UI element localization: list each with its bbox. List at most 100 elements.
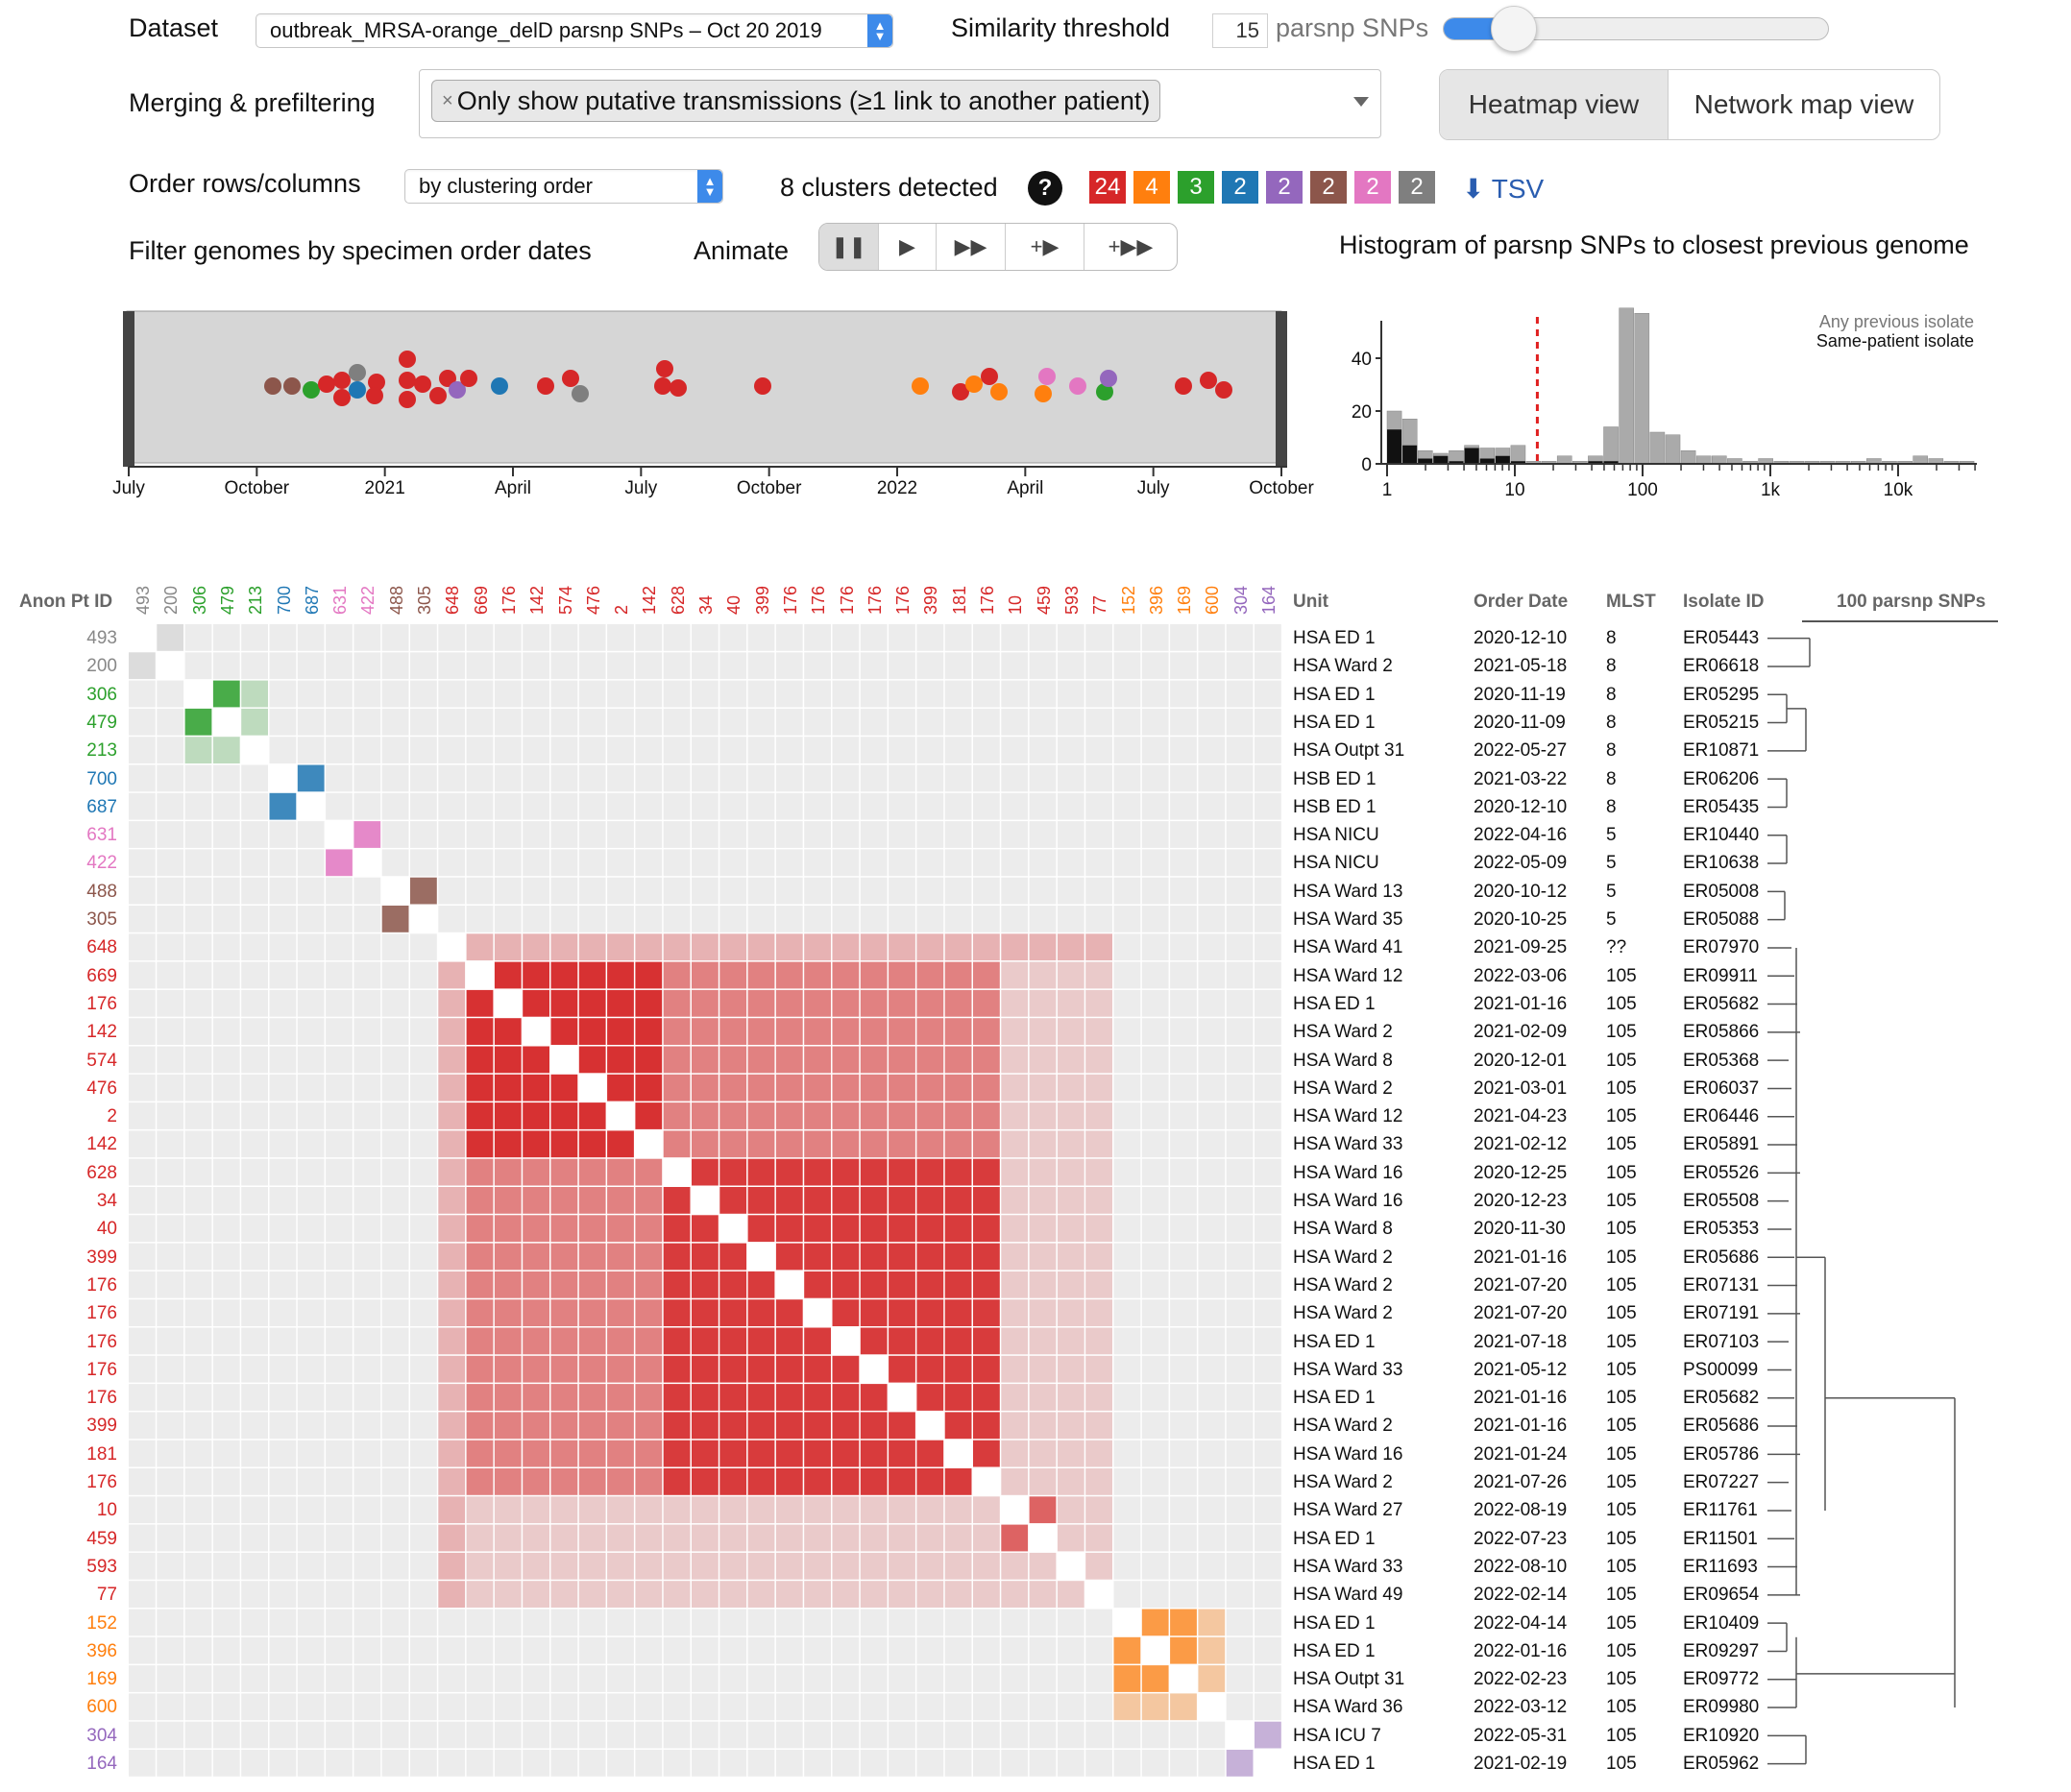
heatmap-cell[interactable]	[804, 1046, 831, 1074]
heatmap-cell[interactable]	[269, 1693, 297, 1721]
heatmap-cell[interactable]	[775, 821, 803, 848]
heatmap-cell[interactable]	[635, 1721, 663, 1749]
heatmap-cell[interactable]	[973, 1440, 1000, 1467]
heatmap-cell[interactable]	[578, 1412, 606, 1440]
heatmap-cell[interactable]	[269, 989, 297, 1017]
heatmap-cell[interactable]	[1255, 1750, 1281, 1777]
heatmap-cell[interactable]	[410, 849, 437, 877]
heatmap-cell[interactable]	[1198, 1046, 1226, 1074]
heatmap-cell[interactable]	[944, 624, 972, 651]
heatmap-cell[interactable]	[1198, 1187, 1226, 1214]
isolate-id-cell[interactable]: PS00099	[1683, 1359, 1759, 1380]
heatmap-cell[interactable]	[775, 680, 803, 708]
heatmap-cell[interactable]	[1255, 1130, 1281, 1158]
heatmap-cell[interactable]	[719, 652, 747, 680]
heatmap-cell[interactable]	[607, 1243, 634, 1271]
cluster-badge[interactable]: 2	[1399, 171, 1435, 204]
heatmap-cell[interactable]	[494, 821, 522, 848]
heatmap-cell[interactable]	[1057, 1524, 1084, 1552]
unit-header[interactable]: Unit	[1293, 592, 1328, 612]
heatmap-cell[interactable]	[241, 1384, 268, 1411]
heatmap-cell[interactable]	[635, 1636, 663, 1664]
isolate-dot[interactable]	[1100, 370, 1117, 387]
heatmap-cell[interactable]	[494, 1412, 522, 1440]
heatmap-cell[interactable]	[1113, 1158, 1141, 1186]
column-label[interactable]: 169	[1175, 585, 1195, 615]
heatmap-cell[interactable]	[466, 792, 494, 820]
heatmap-cell[interactable]	[438, 1243, 466, 1271]
heatmap-cell[interactable]	[1001, 1581, 1029, 1608]
heatmap-cell[interactable]	[1226, 708, 1254, 736]
heatmap-cell[interactable]	[184, 1412, 212, 1440]
heatmap-cell[interactable]	[297, 1524, 325, 1552]
heatmap-cell[interactable]	[438, 1102, 466, 1129]
heatmap-cell[interactable]	[1057, 1636, 1084, 1664]
heatmap-cell[interactable]	[775, 1046, 803, 1074]
row-label[interactable]: 77	[96, 1585, 117, 1606]
heatmap-cell[interactable]	[635, 652, 663, 680]
heatmap-cell[interactable]	[944, 1187, 972, 1214]
heatmap-cell[interactable]	[241, 1299, 268, 1326]
isolate-dot[interactable]	[349, 381, 366, 399]
heatmap-cell[interactable]	[775, 737, 803, 763]
heatmap-cell[interactable]	[523, 1636, 549, 1664]
heatmap-cell[interactable]	[607, 1187, 634, 1214]
heatmap-cell[interactable]	[1170, 1327, 1197, 1355]
heatmap-cell[interactable]	[494, 1074, 522, 1102]
heatmap-cell[interactable]	[1057, 1496, 1084, 1524]
heatmap-cell[interactable]	[184, 1187, 212, 1214]
column-label[interactable]: 422	[358, 585, 378, 615]
heatmap-cell[interactable]	[663, 1046, 691, 1074]
heatmap-cell[interactable]	[1255, 792, 1281, 820]
heatmap-cell[interactable]	[607, 849, 634, 877]
heatmap-cell[interactable]	[212, 1355, 240, 1383]
heatmap-cell[interactable]	[1001, 1299, 1029, 1326]
heatmap-cell[interactable]	[889, 1243, 915, 1271]
heatmap-cell[interactable]	[973, 1609, 1000, 1636]
heatmap-cell[interactable]	[635, 877, 663, 905]
heatmap-cell[interactable]	[550, 764, 578, 792]
heatmap-cell[interactable]	[663, 1468, 691, 1495]
heatmap-cell[interactable]	[775, 1496, 803, 1524]
heatmap-cell[interactable]	[353, 1440, 381, 1467]
heatmap-cell[interactable]	[129, 1018, 156, 1045]
heatmap-cell[interactable]	[1113, 1440, 1141, 1467]
heatmap-cell[interactable]	[297, 821, 325, 848]
heatmap-cell[interactable]	[944, 1524, 972, 1552]
heatmap-cell[interactable]	[719, 1102, 747, 1129]
heatmap-cell[interactable]	[1001, 1243, 1029, 1271]
heatmap-cell[interactable]	[1113, 961, 1141, 989]
heatmap-cell[interactable]	[1198, 652, 1226, 680]
heatmap-cell[interactable]	[157, 989, 184, 1017]
heatmap-cell[interactable]	[1198, 1496, 1226, 1524]
isolate-id-cell[interactable]: ER10920	[1683, 1725, 1760, 1746]
heatmap-cell[interactable]	[326, 1130, 353, 1158]
heatmap-cell[interactable]	[1170, 1750, 1197, 1777]
heatmap-cell[interactable]	[607, 1636, 634, 1664]
heatmap-cell[interactable]	[973, 708, 1000, 736]
isolate-dot[interactable]	[460, 370, 477, 387]
heatmap-cell[interactable]	[607, 1412, 634, 1440]
column-label[interactable]: 142	[527, 585, 548, 615]
heatmap-cell[interactable]	[692, 906, 719, 932]
isolate-id-cell[interactable]: ER05088	[1683, 909, 1760, 930]
heatmap-cell[interactable]	[860, 1581, 888, 1608]
heatmap-cell[interactable]	[438, 1018, 466, 1045]
heatmap-cell[interactable]	[184, 1440, 212, 1467]
heatmap-cell[interactable]	[944, 1299, 972, 1326]
heatmap-cell[interactable]	[297, 792, 325, 820]
heatmap-cell[interactable]	[297, 989, 325, 1017]
heatmap-cell[interactable]	[889, 1693, 915, 1721]
heatmap-cell[interactable]	[916, 961, 944, 989]
heatmap-cell[interactable]	[804, 1721, 831, 1749]
heatmap-cell[interactable]	[663, 1721, 691, 1749]
heatmap-cell[interactable]	[241, 849, 268, 877]
heatmap-cell[interactable]	[326, 1271, 353, 1298]
heatmap-cell[interactable]	[381, 624, 409, 651]
heatmap-cell[interactable]	[523, 708, 549, 736]
heatmap-cell[interactable]	[381, 933, 409, 961]
heatmap-cell[interactable]	[1198, 989, 1226, 1017]
heatmap-cell[interactable]	[973, 1636, 1000, 1664]
heatmap-cell[interactable]	[438, 1552, 466, 1580]
heatmap-cell[interactable]	[184, 1581, 212, 1608]
